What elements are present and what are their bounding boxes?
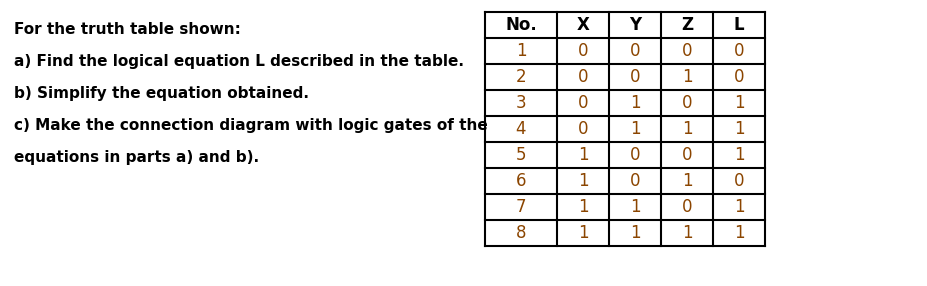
Text: 0: 0 [733, 42, 743, 60]
Text: 0: 0 [733, 68, 743, 86]
Text: 1: 1 [578, 198, 588, 216]
Text: b) Simplify the equation obtained.: b) Simplify the equation obtained. [14, 86, 309, 101]
Text: 0: 0 [578, 94, 588, 112]
Text: 7: 7 [515, 198, 526, 216]
Text: L: L [733, 16, 743, 34]
Text: 0: 0 [629, 68, 640, 86]
Text: 0: 0 [629, 42, 640, 60]
Text: 1: 1 [629, 120, 640, 138]
Text: 0: 0 [681, 42, 692, 60]
Text: 1: 1 [733, 224, 743, 242]
Text: 1: 1 [681, 120, 692, 138]
Text: 1: 1 [681, 68, 692, 86]
Text: 6: 6 [515, 172, 526, 190]
Text: No.: No. [504, 16, 537, 34]
Text: 1: 1 [515, 42, 526, 60]
Text: 0: 0 [681, 94, 692, 112]
Text: 0: 0 [629, 146, 640, 164]
Text: 1: 1 [681, 224, 692, 242]
Text: 0: 0 [578, 68, 588, 86]
Text: 1: 1 [733, 120, 743, 138]
Text: c) Make the connection diagram with logic gates of the: c) Make the connection diagram with logi… [14, 118, 488, 133]
Text: 1: 1 [578, 146, 588, 164]
Text: 0: 0 [629, 172, 640, 190]
Text: 1: 1 [578, 224, 588, 242]
Text: 0: 0 [578, 42, 588, 60]
Text: 1: 1 [733, 94, 743, 112]
Text: For the truth table shown:: For the truth table shown: [14, 22, 240, 37]
Text: 1: 1 [681, 172, 692, 190]
Text: X: X [576, 16, 589, 34]
Text: 0: 0 [578, 120, 588, 138]
Text: 1: 1 [629, 94, 640, 112]
Text: Z: Z [680, 16, 692, 34]
Text: a) Find the logical equation L described in the table.: a) Find the logical equation L described… [14, 54, 463, 69]
Text: 1: 1 [629, 198, 640, 216]
Text: 0: 0 [681, 146, 692, 164]
Text: Y: Y [629, 16, 641, 34]
Text: 8: 8 [515, 224, 526, 242]
Text: 5: 5 [515, 146, 526, 164]
Text: 1: 1 [629, 224, 640, 242]
Text: equations in parts a) and b).: equations in parts a) and b). [14, 150, 259, 165]
Text: 2: 2 [515, 68, 526, 86]
Text: 1: 1 [733, 146, 743, 164]
Text: 0: 0 [681, 198, 692, 216]
Text: 3: 3 [515, 94, 526, 112]
Text: 0: 0 [733, 172, 743, 190]
Text: 4: 4 [515, 120, 526, 138]
Text: 1: 1 [578, 172, 588, 190]
Text: 1: 1 [733, 198, 743, 216]
